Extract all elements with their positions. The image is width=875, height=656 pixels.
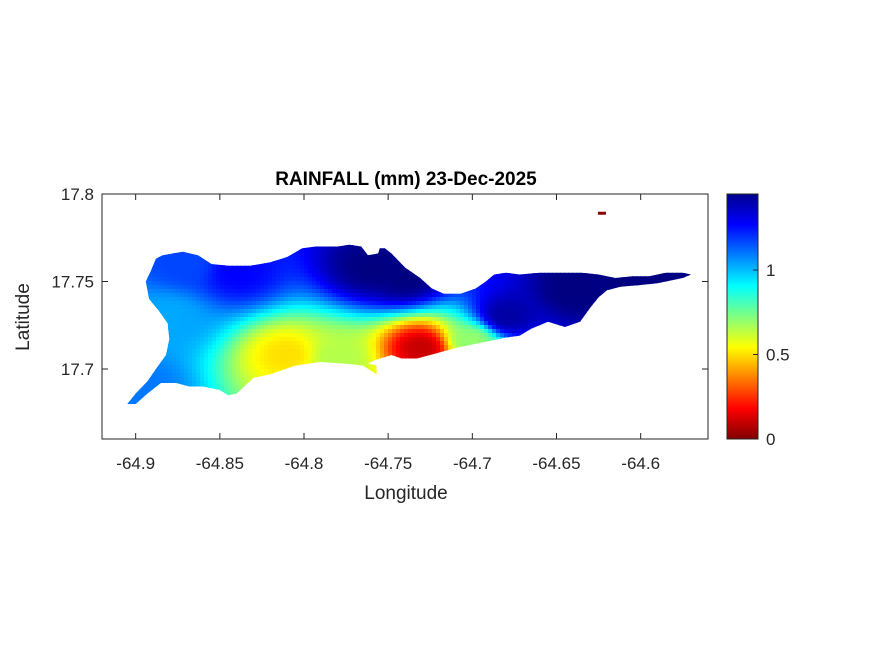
y-tick-label: 17.75	[51, 273, 94, 292]
x-tick-label: -64.65	[532, 454, 580, 473]
colorbar-tick-label: 0	[766, 430, 775, 449]
y-tick-label: 17.8	[61, 185, 94, 204]
y-axis-label: Latitude	[13, 283, 34, 351]
colorbar	[726, 193, 759, 440]
x-tick-label: -64.8	[285, 454, 324, 473]
colorbar-tick-label: 1	[766, 261, 775, 280]
islet-marker	[597, 211, 606, 215]
y-tick-label: 17.7	[61, 360, 94, 379]
x-tick-label: -64.7	[453, 454, 492, 473]
x-tick-label: -64.9	[116, 454, 155, 473]
x-tick-label: -64.85	[196, 454, 244, 473]
x-axis-label: Longitude	[364, 483, 447, 504]
x-tick-label: -64.75	[364, 454, 412, 473]
plot-frame	[101, 193, 709, 440]
rainfall-field	[127, 244, 692, 404]
x-tick-label: -64.6	[621, 454, 660, 473]
colorbar-tick-label: 0.5	[766, 346, 790, 365]
chart-title: RAINFALL (mm) 23-Dec-2025	[275, 169, 537, 190]
